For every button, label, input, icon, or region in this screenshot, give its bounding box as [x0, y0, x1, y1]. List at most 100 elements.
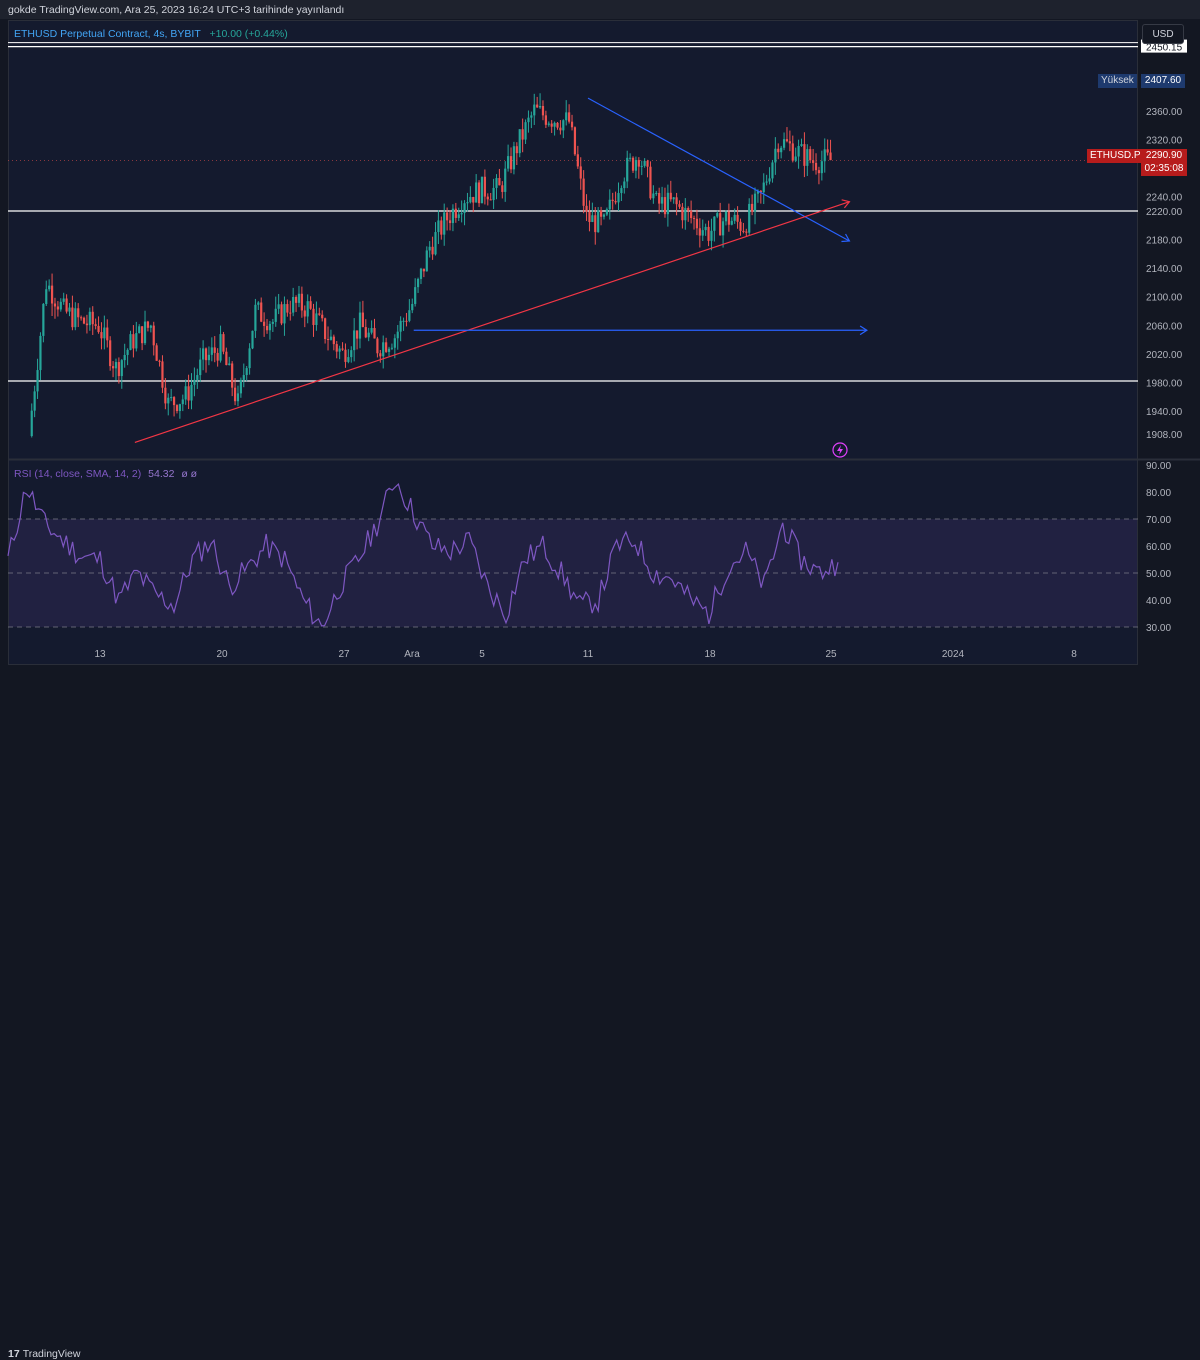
candle-body [39, 335, 42, 371]
symbol-legend[interactable]: ETHUSD Perpetual Contract, 4s, BYBIT [14, 28, 201, 40]
candle-body [59, 301, 62, 310]
candle-body [350, 350, 353, 358]
candle-body [541, 105, 545, 116]
candle-body [158, 360, 161, 362]
candle-body [646, 160, 649, 167]
candle-body [175, 405, 179, 412]
candle-body [353, 330, 356, 351]
candle-body [675, 197, 678, 205]
candle-body [806, 149, 809, 166]
price-tick-label: 2240.00 [1146, 193, 1183, 204]
candle-body [199, 359, 202, 376]
footer-bar: 17 TradingView [0, 672, 1200, 1360]
candle-body [556, 122, 559, 128]
candle-body [219, 334, 222, 361]
candle-body [56, 306, 59, 310]
candle-body [33, 391, 36, 411]
candle-body [138, 326, 141, 334]
candle-body [707, 226, 710, 241]
trend-line-descending [587, 97, 850, 242]
candle-body [663, 197, 667, 215]
candle-body [178, 404, 181, 412]
candle-body [530, 115, 533, 118]
candle-body [236, 393, 240, 402]
candle-body [106, 327, 109, 341]
rsi-legend-label: RSI (14, close, SMA, 14, 2) [14, 468, 142, 480]
candle-body [533, 104, 536, 116]
candle-body [109, 340, 112, 367]
candle-body [486, 196, 489, 200]
rsi-line [7, 482, 839, 627]
candle-body [440, 220, 443, 235]
time-tick-label: 11 [583, 649, 594, 660]
candle-body [602, 214, 606, 217]
price-tick-label: 2360.00 [1146, 107, 1183, 118]
candle-body [225, 351, 228, 366]
trend-line-arrowhead [859, 325, 868, 336]
candle-body [271, 321, 274, 324]
candle-body [823, 149, 826, 162]
candle-body [335, 344, 338, 352]
candle-body [454, 208, 457, 218]
candle-body [637, 160, 640, 167]
candle-body [91, 311, 94, 325]
candle-body [117, 362, 120, 377]
candle-body [161, 361, 164, 388]
currency-button[interactable]: USD [1142, 24, 1184, 44]
candle-body [791, 143, 794, 161]
candle-body [213, 347, 216, 353]
candle-body [759, 190, 762, 193]
rsi-tick-label: 60.00 [1146, 542, 1171, 553]
chart-pane[interactable] [8, 20, 1138, 665]
candle-body [358, 312, 362, 339]
candle-body [245, 368, 248, 376]
candle-body [382, 342, 385, 357]
price-change: +10.00 (+0.44%) [209, 28, 288, 40]
candle-body [623, 181, 626, 189]
candle-body [416, 278, 420, 288]
candle-body [457, 214, 460, 218]
candle-body [660, 197, 664, 204]
candle-body [774, 148, 777, 163]
candle-body [634, 160, 638, 171]
candle-body [582, 178, 585, 206]
candlestick-chart[interactable]: 2450.152400.002360.002320.002280.002240.… [0, 0, 1200, 693]
candle-body [492, 187, 495, 201]
candle-body [451, 208, 455, 224]
trend-line-ascending [134, 201, 850, 443]
candle-body [202, 348, 205, 360]
candle-body [94, 324, 97, 326]
price-axis[interactable] [1138, 20, 1200, 665]
time-tick-label: 8 [1071, 649, 1077, 660]
candle-body [736, 214, 739, 222]
candle-body [141, 326, 144, 344]
candle-body [797, 145, 800, 157]
candles-group [30, 93, 832, 438]
price-tick-label: 2180.00 [1146, 236, 1183, 247]
candle-body [597, 210, 600, 233]
candle-body [123, 354, 126, 361]
candle-body [780, 147, 783, 153]
candle-body [71, 307, 74, 328]
tradingview-logo[interactable]: 17 TradingView [8, 1348, 80, 1360]
candle-body [812, 160, 815, 163]
candle-body [280, 304, 283, 324]
candle-body [538, 105, 542, 108]
candle-body [446, 212, 449, 221]
candle-body [88, 311, 91, 326]
candle-body [373, 328, 376, 339]
candle-body [393, 338, 396, 348]
time-tick-label: 5 [479, 649, 485, 660]
candle-body [594, 215, 597, 233]
candle-body [643, 160, 646, 166]
candle-body [762, 182, 765, 193]
candle-body [477, 182, 481, 204]
candle-body [297, 293, 301, 303]
candle-body [782, 139, 786, 148]
candle-body [143, 321, 147, 344]
brand-name: TradingView [22, 1348, 81, 1360]
candle-body [396, 331, 399, 339]
candle-body [678, 204, 681, 207]
rsi-legend[interactable]: RSI (14, close, SMA, 14, 2) 54.32 ø ø [14, 468, 197, 480]
time-tick-label: Ara [404, 649, 420, 660]
